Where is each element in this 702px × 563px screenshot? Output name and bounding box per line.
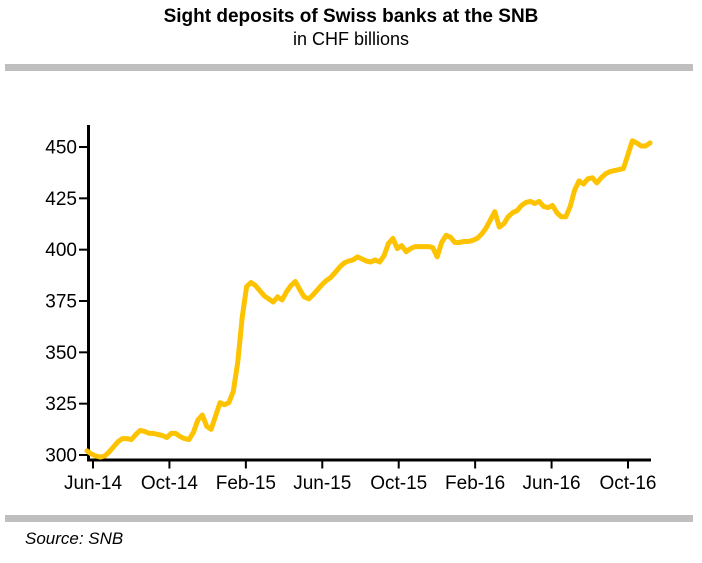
divider <box>5 64 693 71</box>
x-axis-label: Jun-15 <box>293 473 351 494</box>
x-axis-label: Jun-16 <box>523 473 581 494</box>
x-axis-label: Oct-16 <box>599 473 656 494</box>
y-axis-label: 350 <box>45 343 77 364</box>
x-axis-label: Feb-16 <box>445 473 505 494</box>
y-axis-label: 400 <box>45 240 77 261</box>
y-axis-label: 375 <box>45 292 77 313</box>
chart-subtitle: in CHF billions <box>292 29 410 49</box>
y-axis-label: 425 <box>45 189 77 210</box>
x-axis-label: Jun-14 <box>64 473 123 494</box>
source-text: Source: SNB <box>25 529 124 548</box>
y-axis-label: 300 <box>45 446 77 467</box>
divider <box>5 515 693 522</box>
series-line <box>84 138 653 460</box>
x-tick-group: Jun-14 Oct-14 Feb-15 Jun-15 Oct-15 Feb-16 Jun-… <box>64 461 657 494</box>
chart-title: Sight deposits of Swiss banks at the SNB <box>163 6 539 27</box>
y-axis-label: 325 <box>45 394 77 415</box>
x-axis-label: Oct-14 <box>141 473 198 494</box>
y-tick-group: 300 325 350 375 400 425 450 <box>45 138 87 467</box>
y-axis-label: 450 <box>45 138 77 159</box>
x-axis-label: Oct-15 <box>370 473 427 494</box>
x-axis-label: Feb-15 <box>216 473 276 494</box>
